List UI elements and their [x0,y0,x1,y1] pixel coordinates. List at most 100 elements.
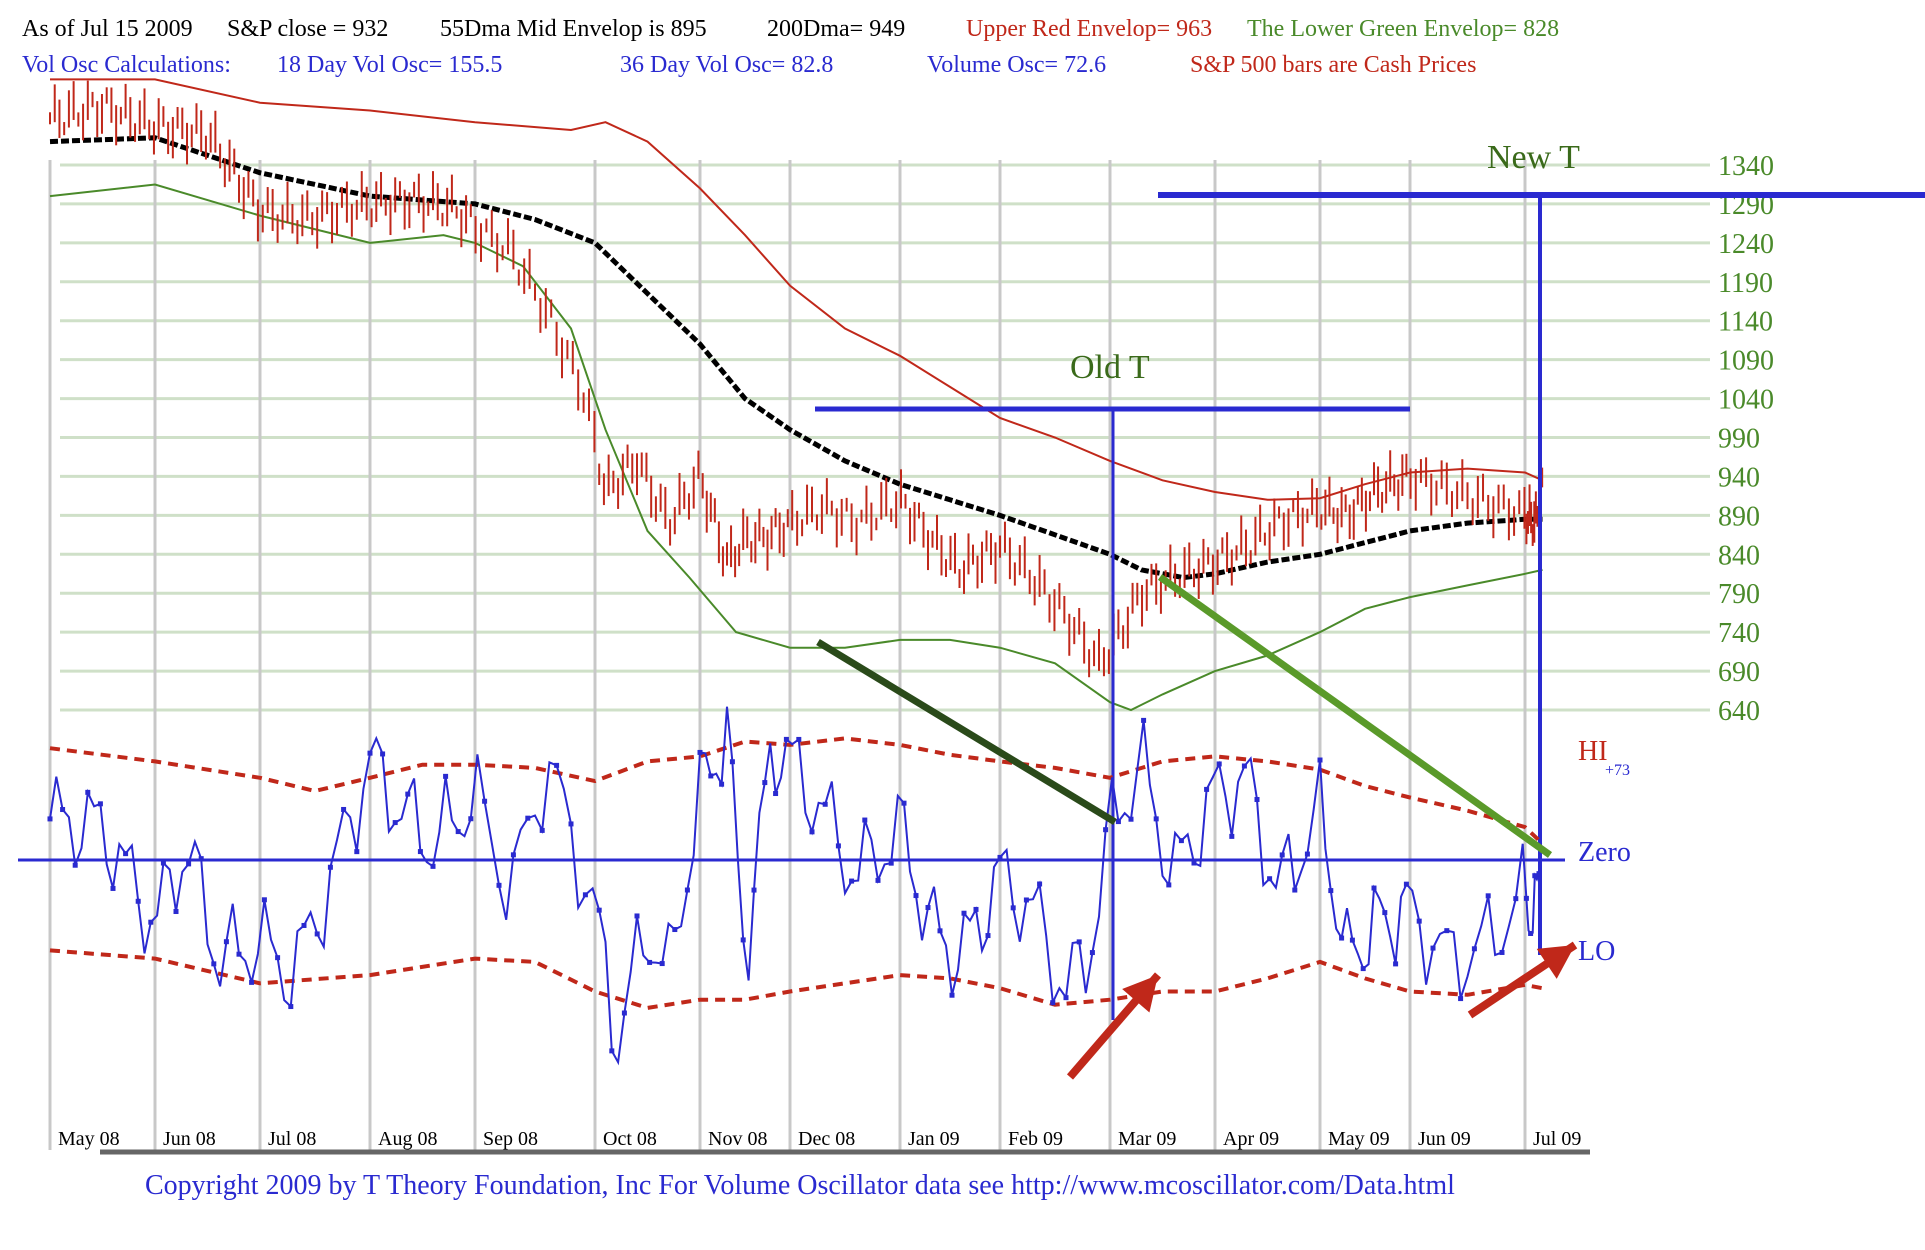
oscillator-marker [751,887,757,893]
oscillator-marker [1128,816,1134,822]
price-tick-label-6: 1040 [1718,385,1774,416]
oscillator-marker [341,806,347,812]
month-label-6: Nov 08 [708,1128,767,1150]
oscillator-marker [301,922,307,928]
oscillator-marker [198,856,204,862]
buy-arrow-jul09-head [1536,945,1575,979]
month-label-4: Sep 08 [483,1128,538,1150]
line1-item-3: 200Dma= 949 [767,16,906,42]
oscillator-marker [1010,905,1016,911]
price-tick-label-5: 1090 [1718,346,1774,377]
oscillator-marker [1471,946,1477,952]
hi-band-line [49,736,1544,846]
oscillator-marker [1089,950,1095,956]
oscillator-marker [888,860,894,866]
old-t-label: Old T [1070,349,1150,386]
oscillator-marker [554,762,560,768]
month-label-8: Jan 09 [908,1128,960,1150]
oscillator-marker [455,829,461,835]
oscillator-marker [482,798,488,804]
oscillator-marker [997,854,1003,860]
oscillator-marker [1267,876,1273,882]
price-tick-label-14: 640 [1718,696,1760,727]
price-tick-label-7: 990 [1718,424,1760,455]
oscillator-marker [973,906,979,912]
osc-label-zero: Zero [1578,837,1631,868]
oscillator-marker [1430,945,1436,951]
buy-arrow-mar09-head [1122,975,1158,1013]
oscillator-marker [1349,937,1355,943]
oscillator-marker [937,928,943,934]
month-label-14: Jul 09 [1533,1128,1581,1150]
oscillator-marker [1382,910,1388,916]
oscillator-marker [443,773,449,779]
oscillator-marker [659,961,665,967]
oscillator-marker [173,909,179,915]
oscillator-marker [596,907,602,913]
osc-label-plus73: +73 [1605,762,1630,779]
price-tick-label-10: 840 [1718,540,1760,571]
oscillator-marker [1103,827,1109,833]
oscillator-marker [1229,833,1235,839]
oscillator-marker [809,829,815,835]
oscillator-marker [211,961,217,967]
oscillator-marker [1178,838,1184,844]
line2-item-1: 18 Day Vol Osc= 155.5 [277,52,503,78]
line2-item-0: Vol Osc Calculations: [22,52,231,78]
dark-green-trendline [816,639,1117,825]
month-label-1: Jun 08 [163,1128,216,1150]
oscillator-marker [822,801,828,807]
oscillator-marker [568,821,574,827]
oscillator-marker [1191,860,1197,866]
oscillator-marker [1444,928,1450,934]
oscillator-marker [392,820,398,826]
price-tick-label-11: 790 [1718,579,1760,610]
oscillator-marker [1339,935,1345,941]
oscillator-marker [1513,896,1519,902]
oscillator-marker [314,931,320,937]
oscillator-marker [1037,881,1043,887]
oscillator-marker [862,817,868,823]
oscillator-marker [708,773,714,779]
oscillator-marker [875,877,881,883]
oscillator-marker [367,750,373,756]
oscillator-marker [1023,897,1029,903]
line1-item-4: Upper Red Envelop= 963 [966,16,1213,42]
oscillator-marker [261,897,267,903]
oscillator-marker [288,1004,294,1010]
oscillator-marker [1532,873,1538,879]
mid-55dma-line [49,135,1543,581]
month-label-5: Oct 08 [603,1128,657,1150]
oscillator-marker [913,893,919,899]
month-label-10: Mar 09 [1118,1128,1176,1150]
oscillator-marker [582,892,588,898]
oscillator-marker [539,827,545,833]
month-label-11: Apr 09 [1223,1128,1279,1150]
line2-item-4: S&P 500 bars are Cash Prices [1190,52,1477,78]
price-tick-label-4: 1140 [1718,307,1773,338]
month-label-2: Jul 08 [268,1128,316,1150]
oscillator-marker [1241,763,1247,769]
volume-oscillator-line [49,706,1543,1066]
oscillator-marker [275,955,281,961]
oscillator-marker [1523,895,1529,901]
oscillator-marker [525,815,531,821]
oscillator-marker [719,781,725,787]
line1-item-5: The Lower Green Envelop= 828 [1247,16,1560,42]
line1-item-2: 55Dma Mid Envelop is 895 [440,16,707,42]
oscillator-marker [684,887,690,893]
oscillator-marker [249,979,255,985]
oscillator-marker [123,851,129,857]
oscillator-marker [796,736,802,742]
oscillator-marker [1216,761,1222,767]
osc-label-lo: LO [1578,936,1615,967]
oscillator-marker [1528,930,1534,936]
oscillator-marker [901,800,907,806]
oscillator-marker [783,736,789,742]
month-label-13: Jun 09 [1418,1128,1471,1150]
oscillator-marker [1153,816,1159,822]
oscillator-marker [949,992,955,998]
oscillator-marker [729,759,735,765]
oscillator-marker [1393,961,1399,967]
price-tick-label-13: 690 [1718,657,1760,688]
